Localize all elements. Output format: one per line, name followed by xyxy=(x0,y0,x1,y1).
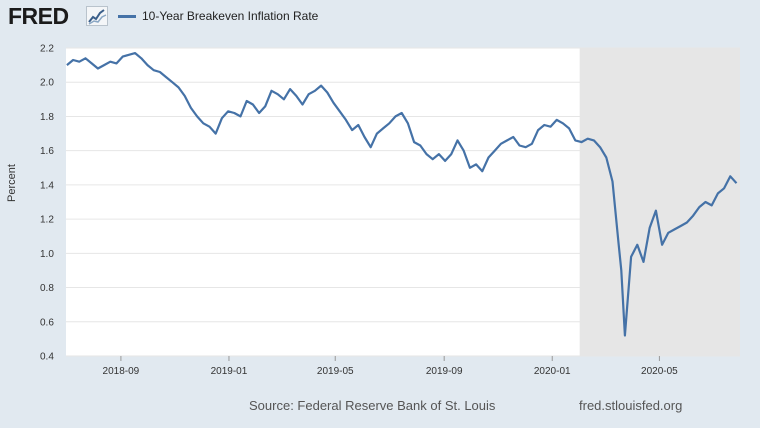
y-tick-label: 0.6 xyxy=(40,317,54,328)
y-tick-label: 1.4 xyxy=(40,180,54,191)
x-tick-label: 2019-01 xyxy=(211,366,248,377)
y-tick-label: 1.6 xyxy=(40,146,54,157)
fred-url-link[interactable]: fred.stlouisfed.org xyxy=(579,398,683,413)
y-tick-label: 0.4 xyxy=(40,352,54,363)
series-line-10y-breakeven[interactable] xyxy=(66,52,738,337)
y-axis-ticks: 0.4 0.6 0.8 1.0 1.2 1.4 1.6 1.8 2.0 2.2 xyxy=(40,44,54,363)
x-tick-label: 2020-01 xyxy=(534,366,571,377)
y-tick-label: 2.0 xyxy=(40,78,54,89)
fred-logo[interactable]: FRED xyxy=(8,3,69,29)
x-tick-label: 2018-09 xyxy=(103,366,140,377)
grid-lines xyxy=(66,47,740,357)
y-tick-label: 2.2 xyxy=(40,44,54,55)
y-tick-label: 1.2 xyxy=(40,215,54,226)
legend-series-label: 10-Year Breakeven Inflation Rate xyxy=(142,9,319,23)
legend[interactable]: 10-Year Breakeven Inflation Rate xyxy=(118,9,318,23)
x-tick-label: 2020-05 xyxy=(641,366,678,377)
source-text: Source: Federal Reserve Bank of St. Loui… xyxy=(249,398,496,413)
chart-header: FRED 10-Year Breakeven Inflation Rate xyxy=(0,0,760,40)
y-tick-label: 1.8 xyxy=(40,112,54,123)
x-axis-ticks: 2018-09 2019-01 2019-05 2019-09 2020-01 2020-… xyxy=(103,356,678,377)
y-tick-label: 1.0 xyxy=(40,249,54,260)
x-tick-label: 2019-09 xyxy=(426,366,463,377)
fred-chart-logo-icon xyxy=(86,6,108,26)
recession-shading xyxy=(579,48,740,356)
x-tick-label: 2019-05 xyxy=(317,366,354,377)
legend-line-swatch xyxy=(118,14,136,18)
y-tick-label: 0.8 xyxy=(40,283,54,294)
